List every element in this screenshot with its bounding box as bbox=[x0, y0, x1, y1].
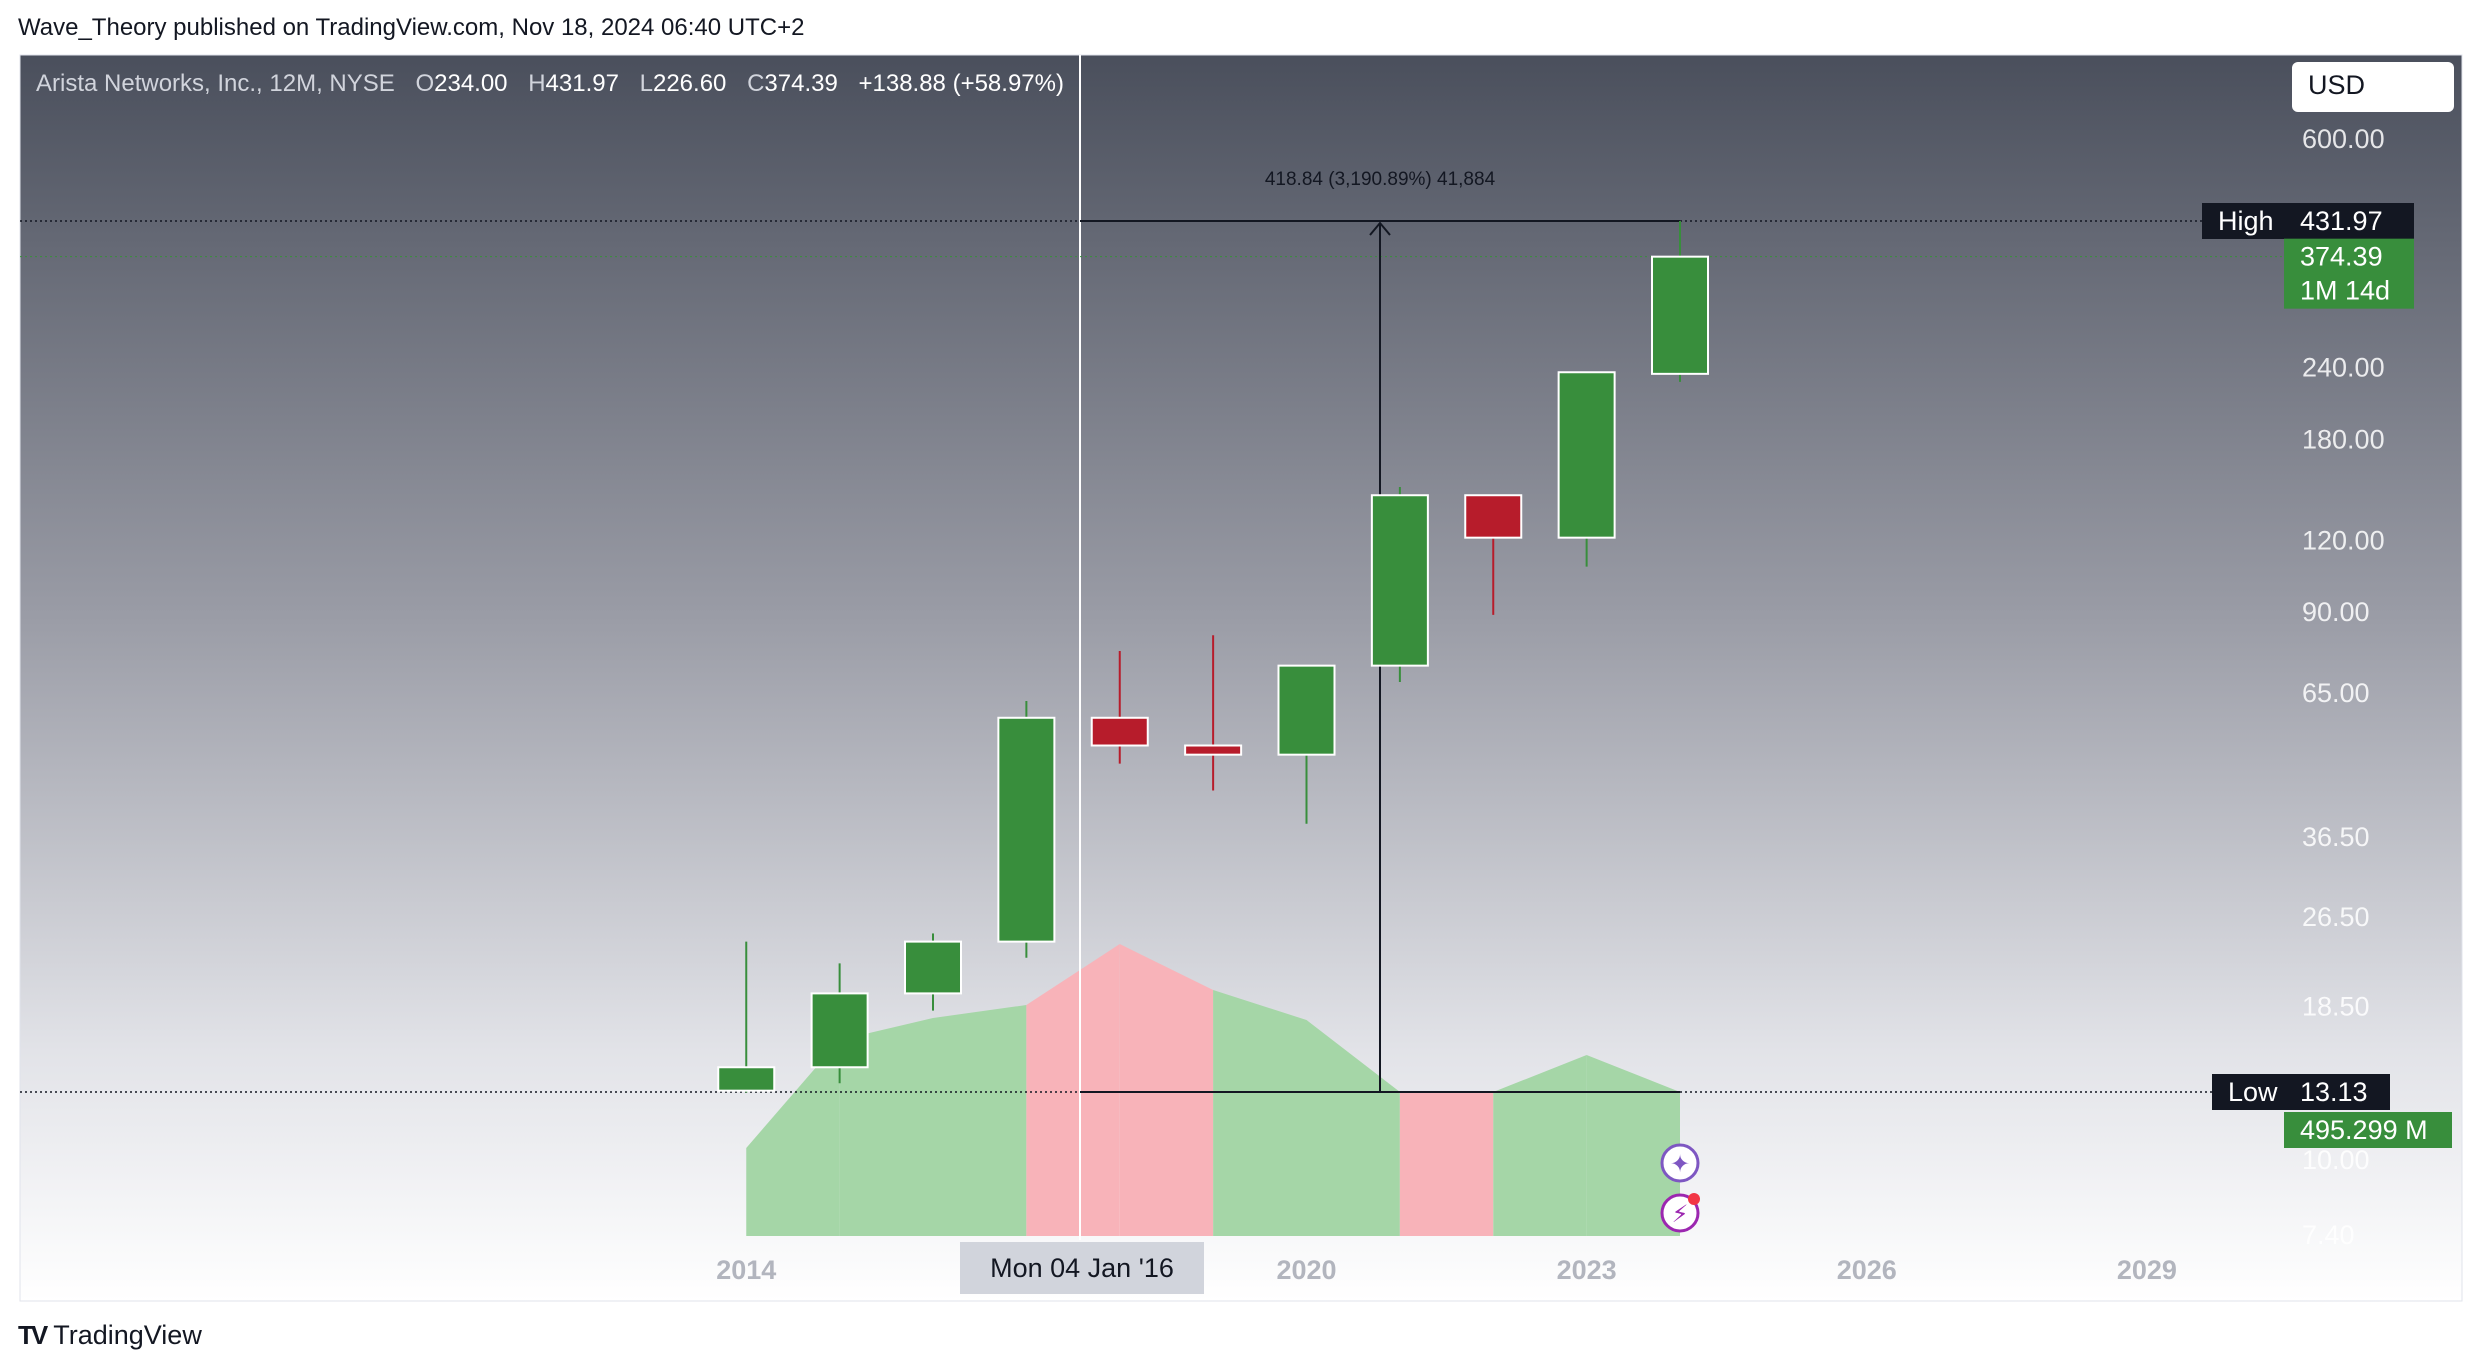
candle-body bbox=[1277, 664, 1336, 756]
price-tick-label: 36.50 bbox=[2302, 822, 2370, 852]
volume-segment bbox=[1586, 1055, 1680, 1236]
last-price-countdown-bg bbox=[2284, 272, 2414, 309]
volume-tag-bg bbox=[2284, 1112, 2452, 1148]
last-price-countdown: 1M 14d bbox=[2300, 276, 2390, 306]
volume-segment bbox=[1493, 1055, 1587, 1236]
volume-segment bbox=[1119, 944, 1214, 1236]
candle-body bbox=[1370, 494, 1429, 667]
notification-dot bbox=[1688, 1193, 1700, 1205]
candle-body bbox=[1464, 494, 1523, 539]
candle-body bbox=[1090, 716, 1149, 747]
price-tick-label: 180.00 bbox=[2302, 424, 2385, 454]
time-axis: 2014 2020 2023 2026 2029 bbox=[716, 1255, 2177, 1285]
currency-selector[interactable]: USD bbox=[2292, 62, 2454, 112]
volume-segment bbox=[1306, 1020, 1400, 1236]
publisher-caption: Wave_Theory published on TradingView.com… bbox=[18, 14, 805, 41]
crosshair-date-label: Mon 04 Jan '16 bbox=[960, 1242, 1204, 1294]
price-tick-label: 120.00 bbox=[2302, 525, 2385, 555]
measure-arrow-head bbox=[1369, 221, 1391, 236]
volume-segment bbox=[933, 1005, 1027, 1236]
price-tick-label: 7.40 bbox=[2302, 1220, 2355, 1250]
low-tag-label-bg bbox=[2212, 1074, 2284, 1110]
last-price-value: 374.39 bbox=[2300, 242, 2383, 272]
high-tag-label: High bbox=[2218, 206, 2274, 236]
tradingview-brand[interactable]: TV TradingView bbox=[18, 1320, 202, 1351]
legend-open-label: O bbox=[415, 70, 435, 97]
high-tag-label-bg bbox=[2202, 203, 2284, 239]
flash-icon-glyph: ⚡ bbox=[1672, 1200, 1689, 1228]
legend-high-label: H bbox=[528, 70, 546, 97]
time-tick-label: 2029 bbox=[2117, 1255, 2177, 1285]
candle-body bbox=[1651, 255, 1709, 375]
price-tick-label: 65.00 bbox=[2302, 678, 2370, 708]
candle-body bbox=[1184, 744, 1243, 756]
last-price-value-bg bbox=[2284, 238, 2414, 275]
price-tick-label: 240.00 bbox=[2302, 353, 2385, 383]
price-tick-label: 600.00 bbox=[2302, 124, 2385, 154]
legend-low-label: L bbox=[639, 70, 653, 97]
volume-segment bbox=[1399, 1092, 1494, 1236]
time-tick-label: 2014 bbox=[716, 1255, 776, 1285]
high-tag-value: 431.97 bbox=[2300, 206, 2383, 236]
volume-area bbox=[746, 944, 1680, 1236]
candle-body bbox=[717, 1066, 776, 1092]
tradingview-name: TradingView bbox=[53, 1320, 202, 1350]
low-tag-value: 13.13 bbox=[2300, 1077, 2368, 1107]
volume-segment bbox=[1213, 990, 1307, 1236]
price-tick-label: 10.00 bbox=[2302, 1145, 2370, 1175]
volume-segment bbox=[746, 1040, 840, 1236]
low-tag-value-bg bbox=[2284, 1074, 2390, 1110]
time-tick-label: 2020 bbox=[1276, 1255, 1336, 1285]
flash-icon[interactable] bbox=[1660, 1193, 1700, 1233]
low-tag-label: Low bbox=[2228, 1077, 2278, 1107]
candle-body bbox=[904, 940, 962, 995]
legend-close-label: C bbox=[747, 70, 765, 97]
measure-label: 418.84 (3,190.89%) 41,884 bbox=[1265, 169, 1496, 190]
price-tick-label: 90.00 bbox=[2302, 597, 2370, 627]
legend-symbol: Arista Networks, Inc., 12M, NYSE bbox=[36, 70, 395, 97]
symbol-legend: Arista Networks, Inc., 12M, NYSE O234.00… bbox=[36, 70, 1064, 98]
time-tick-label: 2023 bbox=[1557, 1255, 1617, 1285]
sparkle-icon[interactable] bbox=[1660, 1143, 1700, 1183]
candle-body bbox=[1557, 371, 1616, 539]
legend-change: +138.88 (+58.97%) bbox=[858, 70, 1064, 97]
price-tick-label: 26.50 bbox=[2302, 902, 2370, 932]
sparkle-icon-glyph: ✦ bbox=[1670, 1150, 1690, 1178]
candle-body bbox=[997, 716, 1056, 943]
volume-tag: 495.299 M bbox=[2300, 1115, 2428, 1145]
legend-open: 234.00 bbox=[434, 70, 508, 97]
tradingview-logo-icon: TV bbox=[18, 1320, 48, 1350]
price-tick-label: 18.50 bbox=[2302, 992, 2370, 1022]
high-tag-value-bg bbox=[2284, 203, 2414, 239]
legend-low: 226.60 bbox=[652, 70, 727, 97]
legend-high: 431.97 bbox=[545, 70, 619, 97]
time-tick-label: 2026 bbox=[1837, 1255, 1897, 1285]
volume-segment bbox=[839, 1018, 933, 1236]
volume-segment bbox=[1026, 944, 1120, 1236]
candle-body bbox=[810, 992, 869, 1069]
price-axis: 600.00 240.00 180.00 120.00 90.00 65.00 36.50 2… bbox=[2302, 124, 2385, 1250]
legend-close: 374.39 bbox=[764, 70, 838, 97]
measure-tool: 418.84 (3,190.89%) 41,884 bbox=[20, 55, 2300, 1240]
price-tags: High 431.97 374.39 1M 14d Low 13.13 495.299 M ✦… bbox=[1660, 203, 2452, 1233]
candles bbox=[717, 221, 1709, 1093]
